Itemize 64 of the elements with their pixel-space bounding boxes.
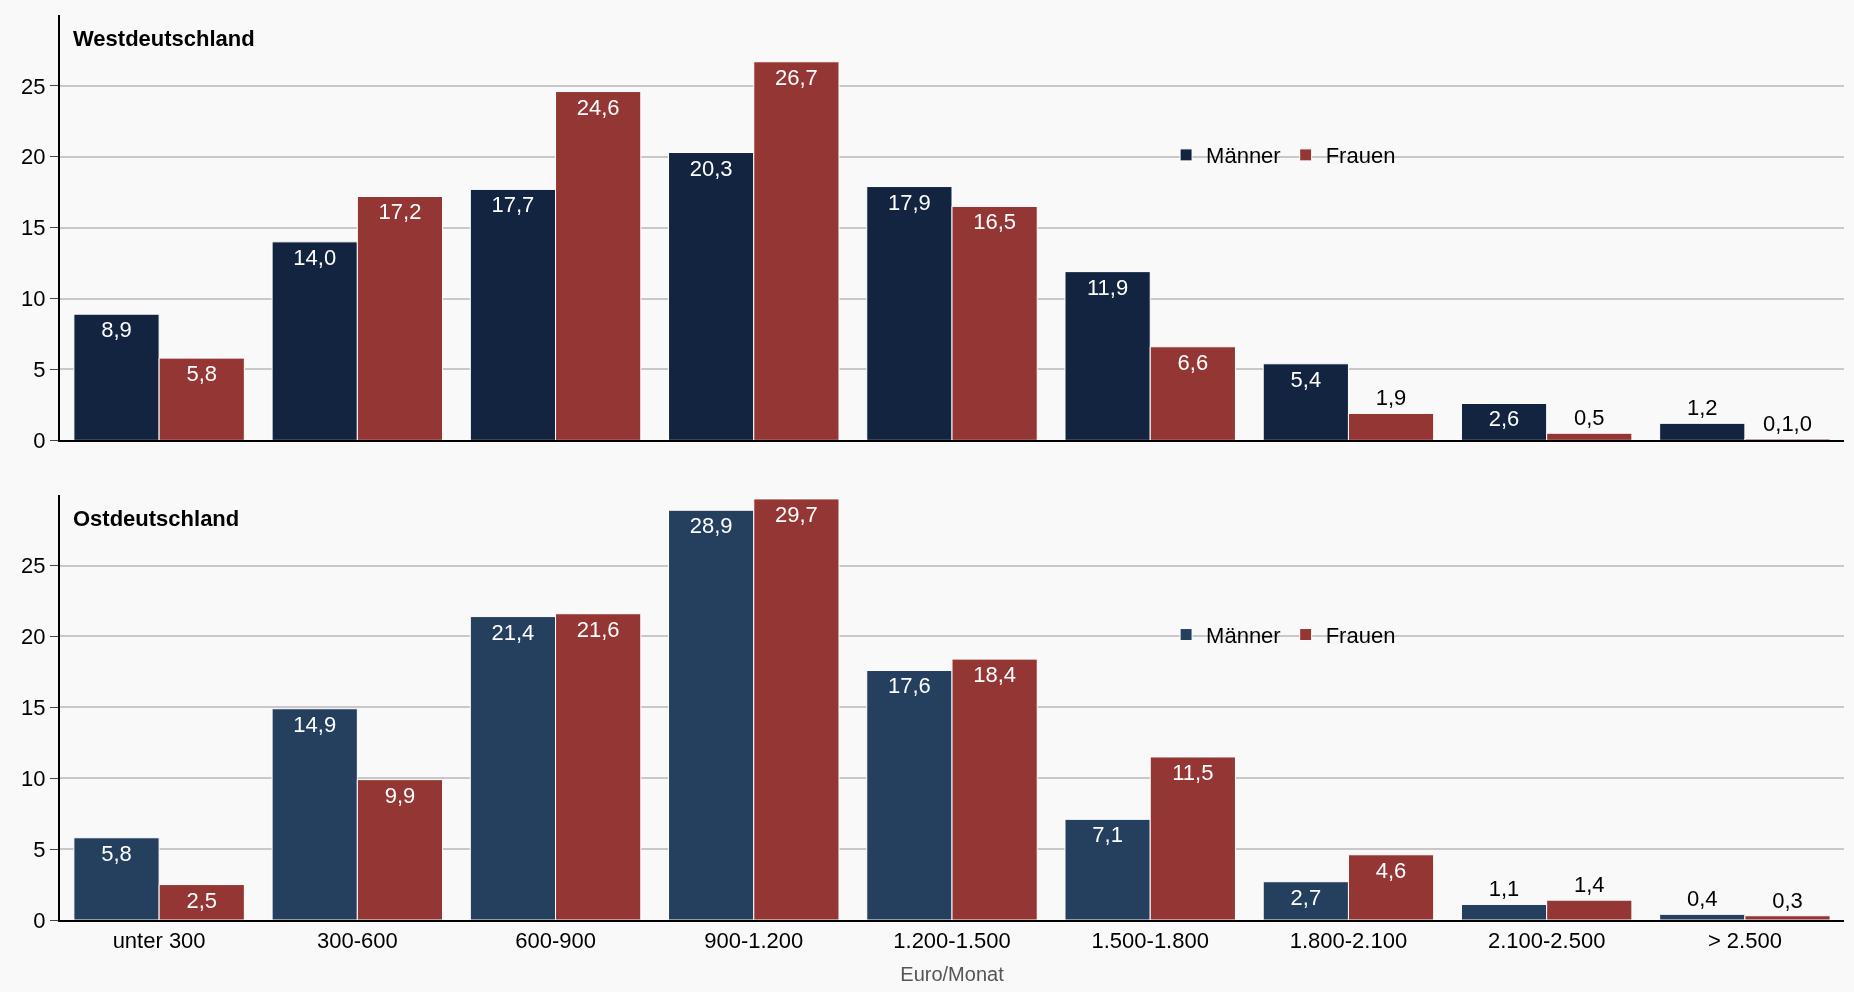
y-tick-label: 5: [33, 836, 46, 862]
data-label: 1,4: [1573, 872, 1605, 898]
legend-label: Männer: [1206, 143, 1281, 169]
data-label: 17,9: [887, 189, 931, 215]
data-label: 14,9: [293, 711, 337, 737]
data-label: 16,5: [973, 209, 1017, 235]
y-tick-label: 25: [21, 73, 46, 99]
data-label: 17,6: [887, 673, 931, 699]
y-tick-label: 20: [21, 144, 46, 170]
text: Ostdeutschland: [73, 506, 240, 531]
data-label: 2,7: [1290, 884, 1322, 910]
data-label: 26,7: [774, 64, 818, 90]
x-tick-label: > 2.500: [1707, 928, 1782, 954]
x-tick-label: 1.800-2.100: [1289, 928, 1408, 954]
data-label: 2,5: [186, 887, 218, 913]
data-label: 14,0: [293, 244, 337, 270]
data-label: 4,6: [1375, 857, 1407, 883]
data-label: 5,8: [186, 361, 218, 387]
data-label: 7,1: [1092, 822, 1123, 848]
y-tick-label: 25: [21, 553, 46, 579]
data-label: 29,7: [774, 501, 818, 527]
legend-label: Frauen: [1325, 143, 1396, 169]
data-label: 11,9: [1087, 274, 1129, 300]
data-label: 1,2: [1686, 395, 1718, 421]
y-tick-label: 20: [21, 624, 46, 650]
data-label: 18,4: [973, 662, 1017, 688]
data-label: 17,2: [378, 199, 422, 225]
data-label: 0,1,0: [1763, 410, 1812, 436]
data-label: 28,9: [689, 513, 733, 539]
data-label: 11,5: [1172, 759, 1214, 785]
x-tick-label: 600-900: [515, 928, 596, 954]
legend-label: Frauen: [1325, 623, 1396, 649]
data-label: 21,6: [576, 616, 620, 642]
text: Westdeutschland: [73, 26, 255, 51]
data-label: 6,6: [1177, 349, 1209, 375]
data-label: 17,7: [491, 192, 535, 218]
y-tick-label: 10: [21, 765, 46, 791]
legend-label: Männer: [1206, 623, 1281, 649]
x-tick-label: 300-600: [316, 928, 398, 954]
data-label: 9,9: [384, 782, 416, 808]
y-tick-label: 5: [33, 357, 46, 383]
data-label: 0,4: [1686, 886, 1718, 912]
y-tick-label: 0: [33, 428, 46, 454]
data-label: 0,3: [1772, 887, 1803, 913]
data-label: 20,3: [689, 155, 733, 181]
y-tick-label: 0: [33, 907, 46, 933]
data-label: 5,4: [1290, 366, 1322, 392]
data-label: 21,4: [491, 619, 535, 645]
data-label: 8,9: [101, 317, 132, 343]
x-axis-title: Euro/Monat: [900, 963, 1005, 986]
x-tick-label: 2.100-2.500: [1487, 928, 1606, 954]
x-tick-label: 900-1.200: [704, 928, 804, 954]
y-tick-label: 15: [21, 215, 46, 241]
data-label: 2,6: [1488, 406, 1520, 432]
x-tick-label: 1.500-1.800: [1091, 928, 1209, 954]
data-label: 0,5: [1573, 405, 1605, 431]
y-tick-label: 15: [21, 695, 46, 721]
data-label: 24,6: [576, 94, 620, 120]
x-tick-label: unter 300: [112, 928, 206, 954]
data-label: 1,9: [1375, 385, 1407, 411]
y-tick-label: 10: [21, 286, 46, 312]
data-label: 5,8: [101, 840, 132, 866]
data-label: 1,1: [1488, 876, 1520, 902]
x-tick-label: 1.200-1.500: [893, 928, 1011, 954]
